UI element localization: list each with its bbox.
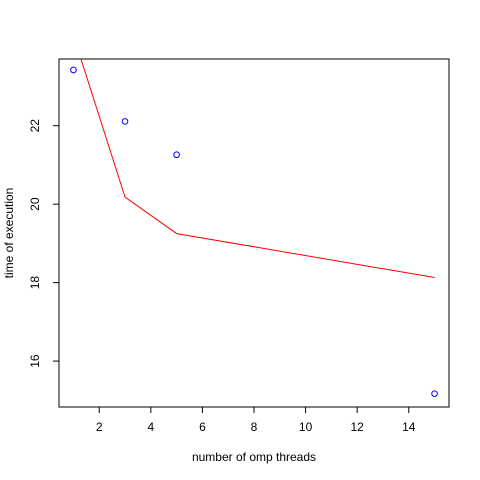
x-tick-label: 10	[299, 420, 313, 434]
series-layer	[70, 59, 438, 397]
plot-frame	[58, 58, 450, 408]
y-tick-label: 22	[28, 119, 42, 133]
x-tick-label: 2	[96, 420, 103, 434]
x-tick-label: 6	[199, 420, 206, 434]
data-point	[173, 151, 180, 159]
fit-line	[80, 59, 435, 279]
x-axis-label: number of omp threads	[192, 450, 316, 464]
x-axis: 2 4 6 8 10 12 14	[96, 406, 416, 434]
y-axis-label: time of execution	[2, 188, 16, 279]
y-axis: 16 18 20 22	[28, 119, 60, 368]
y-tick-label: 16	[28, 354, 42, 368]
data-point	[70, 66, 77, 74]
x-tick-label: 4	[147, 420, 154, 434]
data-point	[431, 390, 438, 397]
y-tick-label: 20	[28, 197, 42, 211]
y-tick-label: 18	[28, 276, 42, 290]
x-tick-label: 12	[350, 420, 364, 434]
x-tick-label: 8	[251, 420, 258, 434]
x-tick-label: 14	[402, 420, 416, 434]
data-point	[121, 118, 129, 125]
